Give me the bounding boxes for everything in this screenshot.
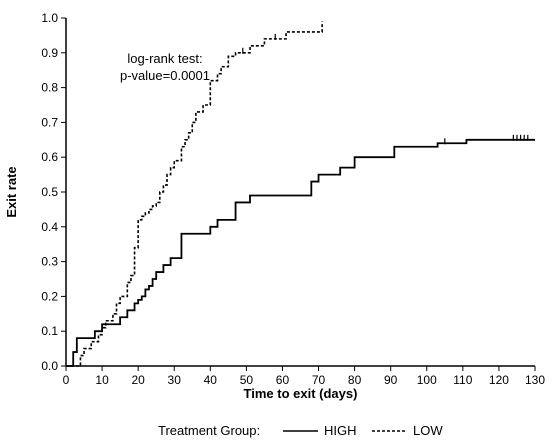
x-tick-label: 70	[312, 373, 326, 387]
legend-label-high: HIGH	[324, 423, 357, 438]
x-tick-label: 130	[525, 373, 545, 387]
y-tick-label: 0.9	[41, 46, 58, 60]
x-tick-label: 20	[131, 373, 145, 387]
y-tick-label: 1.0	[41, 11, 58, 25]
x-tick-label: 100	[417, 373, 437, 387]
log-rank-annotation-line1: log-rank test:	[127, 51, 202, 66]
x-axis-ticks: 0 10 20 30 40 50 60 70 80 90 100 110 120 130	[63, 366, 545, 387]
legend-label-low: LOW	[413, 423, 443, 438]
x-tick-label: 0	[63, 373, 70, 387]
x-tick-label: 120	[489, 373, 509, 387]
x-tick-label: 10	[95, 373, 109, 387]
y-tick-label: 0.2	[41, 289, 58, 303]
y-tick-label: 0.7	[41, 115, 58, 129]
legend-title: Treatment Group:	[158, 423, 260, 438]
y-tick-label: 0.5	[41, 185, 58, 199]
x-tick-label: 80	[348, 373, 362, 387]
y-tick-label: 0.4	[41, 220, 58, 234]
series-line-high	[66, 138, 535, 367]
y-axis-title: Exit rate	[4, 166, 19, 217]
y-tick-label: 0.1	[41, 324, 58, 338]
y-tick-label: 0.0	[41, 359, 58, 373]
x-tick-label: 110	[453, 373, 472, 387]
y-axis-ticks: 0.0 0.1 0.2 0.3 0.4 0.5 0.6 0.7 0.8 0.9 1.0	[41, 11, 66, 373]
x-tick-label: 40	[204, 373, 218, 387]
x-tick-label: 60	[276, 373, 290, 387]
x-tick-label: 30	[168, 373, 182, 387]
x-tick-label: 90	[384, 373, 398, 387]
series-line-low	[66, 21, 323, 367]
y-tick-label: 0.8	[41, 81, 58, 95]
legend: Treatment Group: HIGH LOW	[158, 423, 443, 438]
x-tick-label: 50	[240, 373, 254, 387]
series-layer	[66, 21, 535, 367]
x-axis-title: Time to exit (days)	[244, 386, 358, 401]
log-rank-annotation-line2: p-value=0.0001	[120, 68, 210, 83]
y-tick-label: 0.3	[41, 255, 58, 269]
y-tick-label: 0.6	[41, 150, 58, 164]
